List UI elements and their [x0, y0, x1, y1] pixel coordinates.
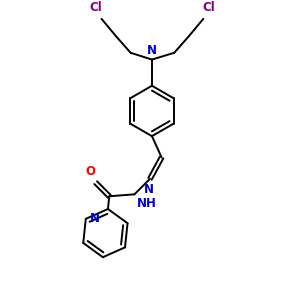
- Text: Cl: Cl: [203, 1, 215, 14]
- Text: Cl: Cl: [89, 1, 102, 14]
- Text: O: O: [86, 165, 96, 178]
- Text: N: N: [90, 212, 100, 225]
- Text: NH: NH: [136, 197, 156, 210]
- Text: N: N: [147, 44, 157, 57]
- Text: N: N: [144, 183, 154, 196]
